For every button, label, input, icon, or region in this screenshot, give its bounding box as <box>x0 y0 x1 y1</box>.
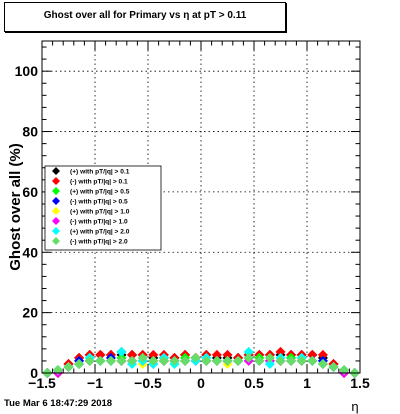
x-axis-label: η <box>351 399 358 414</box>
data-point <box>127 355 138 366</box>
legend-marker <box>52 187 60 195</box>
data-point <box>286 355 297 366</box>
legend-marker <box>52 197 60 205</box>
data-point <box>254 355 265 366</box>
data-point <box>63 361 74 372</box>
y-tick-label: 80 <box>22 124 38 140</box>
legend-label: (-) with pT/|q| > 2.0 <box>70 239 128 246</box>
legend-marker <box>52 217 60 225</box>
data-point <box>211 349 222 360</box>
legend-label: (+) with pT/|q| > 2.0 <box>70 229 130 236</box>
chart-title-box: Ghost over all for Primary vs η at pT > … <box>4 2 286 32</box>
axes: −1.5 −1 −0.5 0 0.5 1 1.5 0 20 40 60 80 100 <box>15 41 370 391</box>
data-point <box>243 352 254 363</box>
data-point <box>201 355 212 366</box>
data-point <box>264 358 275 369</box>
legend-label: (+) with pT/|q| > 0.1 <box>70 169 130 176</box>
data-point <box>339 364 350 375</box>
data-point <box>328 361 339 372</box>
y-tick-label: 40 <box>22 244 38 260</box>
x-tick-label: 1.5 <box>350 375 370 391</box>
data-point <box>127 349 138 360</box>
data-point <box>116 355 127 366</box>
data-point <box>148 349 159 360</box>
data-point <box>95 349 106 360</box>
data-point <box>74 358 85 369</box>
x-tick-label: −1 <box>87 375 103 391</box>
chart-title: Ghost over all for Primary vs η at pT > … <box>43 10 247 21</box>
legend: (+) with pT/|q| > 0.1 (-) with pT/|q| > 0… <box>44 165 162 251</box>
data-point <box>137 352 148 363</box>
data-point <box>148 355 159 366</box>
legend-marker <box>52 227 60 235</box>
data-point <box>233 355 244 366</box>
legend-box <box>44 165 162 251</box>
y-axis-label: Ghost over all (%) <box>7 143 24 271</box>
data-point <box>105 355 116 366</box>
data-point <box>317 358 328 369</box>
y-tick-label: 20 <box>22 305 38 321</box>
legend-label: (+) with pT/|q| > 1.0 <box>70 209 130 216</box>
data-point <box>275 346 286 357</box>
data-point <box>243 346 254 357</box>
x-tick-label: 1 <box>303 375 311 391</box>
y-tick-label: 100 <box>15 63 39 79</box>
data-point <box>317 349 328 360</box>
data-point <box>95 355 106 366</box>
legend-marker <box>52 207 60 215</box>
data-point <box>84 355 95 366</box>
legend-marker <box>52 237 60 245</box>
data-point <box>116 346 127 357</box>
legend-label: (-) with pT/|q| > 0.1 <box>70 179 128 186</box>
grid-lines <box>42 41 360 373</box>
data-point <box>222 349 233 360</box>
x-tick-label: −1.5 <box>28 375 56 391</box>
data-point <box>307 349 318 360</box>
legend-label: (-) with pT/|q| > 0.5 <box>70 199 128 206</box>
data-point <box>307 355 318 366</box>
data-point <box>169 355 180 366</box>
x-tick-label: 0.5 <box>244 375 264 391</box>
legend-marker <box>52 167 60 175</box>
data-point <box>180 355 191 366</box>
data-point <box>52 364 63 375</box>
data-point <box>296 355 307 366</box>
data-point <box>211 355 222 366</box>
data-point <box>275 355 286 366</box>
data-point <box>190 352 201 363</box>
legend-marker <box>52 177 60 185</box>
data-point <box>158 355 169 366</box>
x-tick-label: 0 <box>197 375 205 391</box>
y-tick-label: 0 <box>30 365 38 381</box>
y-tick-label: 60 <box>22 184 38 200</box>
legend-label: (+) with pT/|q| > 0.5 <box>70 189 130 196</box>
timestamp-footer: Tue Mar 6 18:47:29 2018 <box>4 398 113 409</box>
data-point <box>264 352 275 363</box>
x-tick-label: −0.5 <box>134 375 162 391</box>
legend-label: (-) with pT/|q| > 1.0 <box>70 219 128 226</box>
data-point <box>222 355 233 366</box>
